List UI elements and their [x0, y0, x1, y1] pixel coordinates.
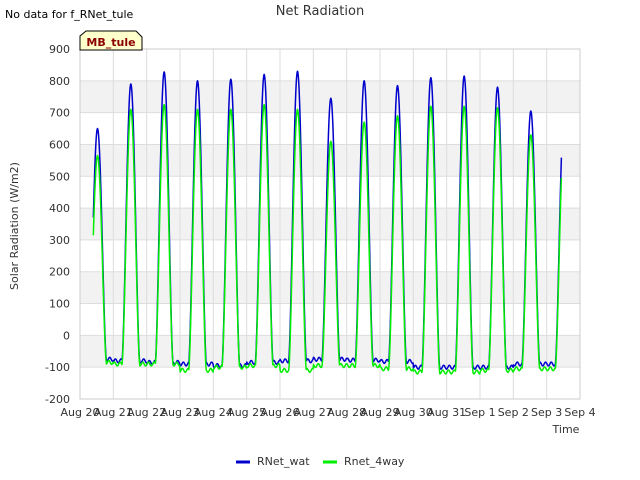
- x-tick-label: Aug 27: [294, 406, 333, 419]
- y-tick-label: 800: [49, 75, 70, 88]
- x-tick-label: Sep 2: [498, 406, 529, 419]
- plot-frame: [79, 48, 581, 400]
- series-line-rnet-4way: [92, 103, 563, 375]
- y-tick-label: -100: [45, 361, 70, 374]
- x-tick-label: Sep 4: [564, 406, 595, 419]
- chart-title: Net Radiation: [276, 4, 364, 19]
- site-badge: MB_tule: [79, 30, 143, 51]
- x-tick-label: Aug 25: [227, 406, 266, 419]
- y-tick-label: 900: [49, 43, 70, 56]
- y-tick-label: 100: [49, 298, 70, 311]
- no-data-note: No data for f_RNet_tule: [5, 8, 134, 21]
- site-badge-box: [79, 30, 143, 51]
- y-tick-label: 500: [49, 170, 70, 183]
- x-tick-label: Aug 30: [394, 406, 433, 419]
- x-tick-label: Aug 28: [327, 406, 366, 419]
- y-tick-label: 700: [49, 107, 70, 120]
- background-band: [80, 208, 580, 240]
- series-layer: [92, 70, 563, 375]
- legend: RNet_wat Rnet_4way: [236, 455, 405, 468]
- background-band: [80, 335, 580, 368]
- x-tick-label: Aug 20: [61, 406, 100, 419]
- y-tick-label: 600: [49, 138, 70, 151]
- legend-label-rnet-wat: RNet_wat: [257, 455, 310, 468]
- y-tick-label: 200: [49, 266, 70, 279]
- x-axis-label: Time: [552, 423, 580, 436]
- x-tick-label: Aug 23: [161, 406, 200, 419]
- x-tick-label: Aug 21: [94, 406, 133, 419]
- x-tick-label: Aug 22: [127, 406, 166, 419]
- y-tick-labels: -200 -100 0 100 200 300 400 500 600 700 800 900: [45, 43, 70, 406]
- site-badge-label: MB_tule: [86, 36, 135, 49]
- y-axis-label: Solar Radiation (W/m2): [8, 162, 21, 290]
- x-tick-label: Aug 31: [427, 406, 466, 419]
- background-band: [80, 271, 580, 304]
- y-tick-label: -200: [45, 393, 70, 406]
- x-tick-label: Aug 26: [261, 406, 300, 419]
- y-tick-label: 0: [63, 329, 70, 342]
- x-tick-label: Aug 24: [194, 406, 233, 419]
- x-tick-label: Sep 3: [531, 406, 562, 419]
- y-tick-label: 400: [49, 202, 70, 215]
- x-tick-label: Sep 1: [464, 406, 495, 419]
- legend-label-rnet-4way: Rnet_4way: [344, 455, 405, 468]
- x-tick-label: Aug 29: [361, 406, 400, 419]
- y-tick-label: 300: [49, 234, 70, 247]
